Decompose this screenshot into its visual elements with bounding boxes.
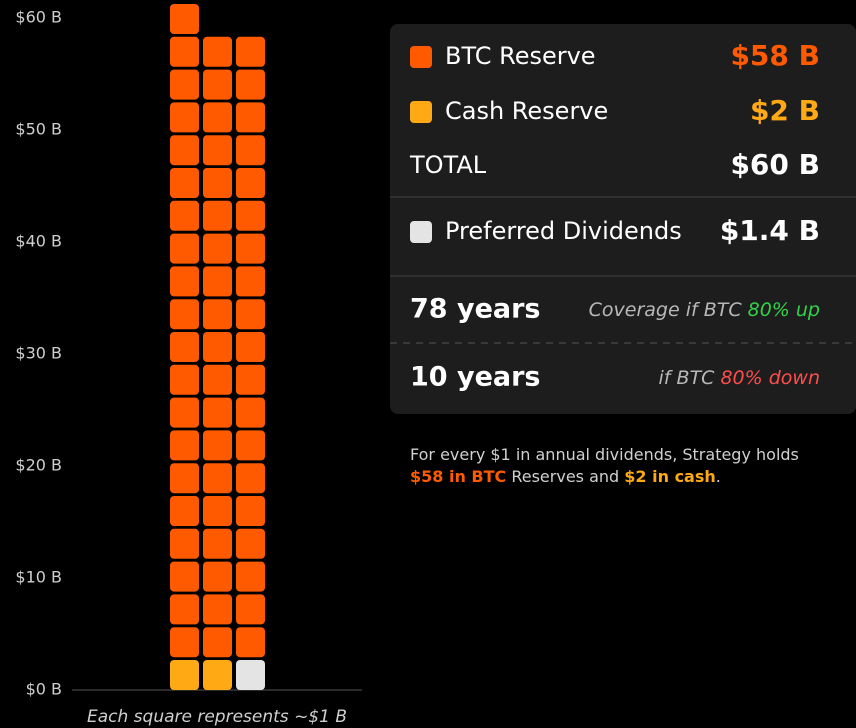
square: [170, 463, 199, 494]
square: [203, 561, 232, 592]
square: [170, 102, 199, 133]
note-text: Reserves and: [506, 467, 624, 486]
square: [236, 627, 265, 658]
note-highlight: $2 in cash: [624, 467, 715, 486]
square: [170, 233, 199, 264]
square: [203, 463, 232, 494]
square: [203, 299, 232, 330]
note-highlight: $58 in BTC: [410, 467, 506, 486]
square: [203, 102, 232, 133]
square: [170, 200, 199, 231]
square: [236, 594, 265, 625]
legend-label: BTC Reserve: [445, 42, 596, 70]
square: [170, 36, 199, 67]
square: [170, 397, 199, 428]
coverage-years: 78 years: [410, 294, 541, 325]
square: [203, 168, 232, 198]
square: [236, 332, 265, 362]
square: [170, 594, 199, 625]
series-value: $1.4 B: [720, 214, 820, 247]
square: [170, 364, 199, 395]
square: [236, 430, 265, 461]
square: [203, 397, 232, 428]
square: [203, 135, 232, 166]
footnote: Each square represents ~$1 B: [87, 707, 347, 727]
note-text: .: [716, 467, 721, 486]
y-tick-label: $50 B: [15, 120, 62, 139]
legend-swatch: [410, 221, 432, 243]
summary-panel: [390, 24, 856, 414]
square: [203, 430, 232, 461]
square: [236, 496, 265, 526]
square: [170, 660, 199, 690]
square: [203, 233, 232, 264]
square: [203, 660, 232, 690]
square: [236, 69, 265, 100]
square: [203, 496, 232, 526]
square: [236, 364, 265, 395]
square: [170, 266, 199, 297]
coverage-desc: Coverage if BTC: [589, 299, 743, 321]
note: For every $1 in annual dividends, Strate…: [410, 445, 799, 464]
square: [236, 135, 265, 166]
coverage-scenario: 80% up: [748, 299, 820, 321]
note-text: For every $1 in annual dividends, Strate…: [410, 445, 799, 464]
square: [203, 364, 232, 395]
coverage-text: if BTC 80% down: [659, 367, 820, 389]
y-tick-label: $10 B: [15, 568, 62, 587]
square: [170, 561, 199, 592]
y-tick-label: $30 B: [15, 344, 62, 363]
square: [236, 266, 265, 297]
square: [236, 561, 265, 592]
total-value: $60 B: [730, 148, 820, 181]
square: [236, 299, 265, 330]
legend-swatch: [410, 46, 432, 68]
square: [236, 397, 265, 428]
square: [236, 168, 265, 198]
square: [170, 299, 199, 330]
square: [203, 627, 232, 658]
square: [203, 200, 232, 231]
square: [170, 528, 199, 559]
coverage-text: Coverage if BTC 80% up: [589, 299, 820, 321]
square: [236, 233, 265, 264]
total-label: TOTAL: [409, 151, 487, 179]
square: [170, 627, 199, 658]
square: [236, 660, 265, 690]
coverage-years: 10 years: [410, 362, 541, 393]
y-tick-label: $40 B: [15, 232, 62, 251]
y-tick-label: $60 B: [15, 8, 62, 27]
note: $58 in BTC Reserves and $2 in cash.: [410, 467, 721, 486]
square: [203, 528, 232, 559]
y-tick-label: $0 B: [26, 680, 62, 699]
series-value: $58 B: [730, 39, 820, 72]
square: [170, 69, 199, 100]
square: [236, 36, 265, 67]
square: [203, 36, 232, 67]
square: [170, 135, 199, 166]
square: [170, 496, 199, 526]
coverage-desc: if BTC: [659, 367, 716, 389]
square: [170, 4, 199, 34]
coverage-scenario: 80% down: [720, 367, 820, 389]
square: [203, 69, 232, 100]
legend-label: Preferred Dividends: [445, 217, 682, 245]
square: [236, 102, 265, 133]
square: [203, 332, 232, 362]
y-tick-label: $20 B: [15, 456, 62, 475]
square: [236, 463, 265, 494]
square: [203, 266, 232, 297]
square: [236, 528, 265, 559]
square: [203, 594, 232, 625]
series-value: $2 B: [750, 94, 820, 127]
square: [170, 332, 199, 362]
square: [170, 168, 199, 198]
square: [236, 200, 265, 231]
legend-swatch: [410, 101, 432, 123]
square: [170, 430, 199, 461]
legend-label: Cash Reserve: [445, 97, 608, 125]
